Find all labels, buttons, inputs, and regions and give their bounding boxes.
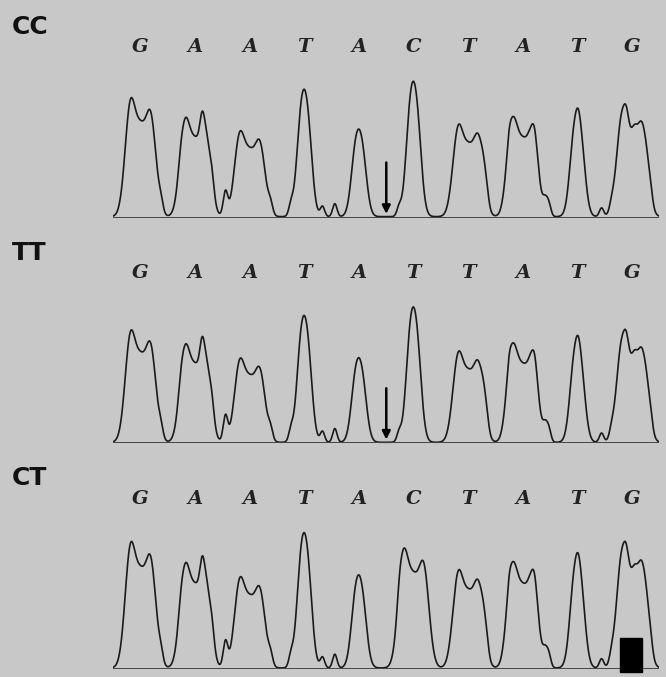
Text: A: A [188, 264, 202, 282]
Text: A: A [188, 489, 202, 508]
Text: A: A [242, 264, 257, 282]
Text: T: T [461, 489, 476, 508]
Text: G: G [624, 39, 640, 56]
Text: TT: TT [12, 240, 46, 265]
Text: C: C [406, 489, 422, 508]
Text: A: A [352, 489, 366, 508]
Text: A: A [242, 489, 257, 508]
Text: G: G [624, 489, 640, 508]
Text: CT: CT [12, 466, 47, 490]
Text: T: T [406, 264, 421, 282]
Text: T: T [297, 264, 312, 282]
Text: T: T [461, 39, 476, 56]
Text: T: T [461, 264, 476, 282]
Text: A: A [515, 489, 530, 508]
Text: A: A [242, 39, 257, 56]
Text: T: T [570, 489, 585, 508]
Text: G: G [624, 264, 640, 282]
Text: T: T [297, 489, 312, 508]
Text: T: T [570, 39, 585, 56]
Text: G: G [133, 39, 149, 56]
Text: G: G [133, 264, 149, 282]
Bar [620, 638, 642, 672]
Text: T: T [297, 39, 312, 56]
Text: C: C [406, 39, 422, 56]
Text: A: A [352, 264, 366, 282]
Text: A: A [188, 39, 202, 56]
Text: CC: CC [12, 15, 49, 39]
Text: A: A [515, 264, 530, 282]
Text: T: T [570, 264, 585, 282]
Text: A: A [515, 39, 530, 56]
Text: A: A [352, 39, 366, 56]
Text: G: G [133, 489, 149, 508]
